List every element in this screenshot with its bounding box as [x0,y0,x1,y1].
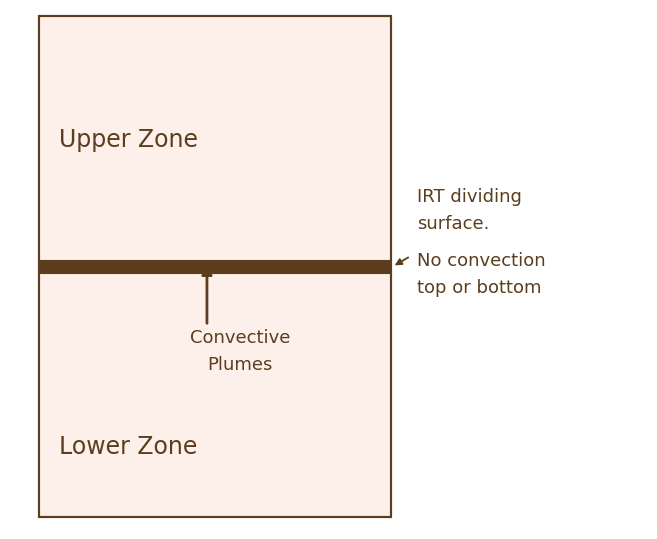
Text: top or bottom: top or bottom [417,279,541,298]
Text: surface.: surface. [417,215,489,233]
Text: No convection: No convection [417,252,546,271]
Text: IRT dividing: IRT dividing [417,188,522,206]
Text: Convective: Convective [190,329,290,347]
Text: Plumes: Plumes [207,356,273,374]
Text: Lower Zone: Lower Zone [59,436,198,459]
Text: Upper Zone: Upper Zone [59,128,198,152]
Bar [39,16,391,517]
Bar [39,260,391,273]
Bar [39,16,391,517]
